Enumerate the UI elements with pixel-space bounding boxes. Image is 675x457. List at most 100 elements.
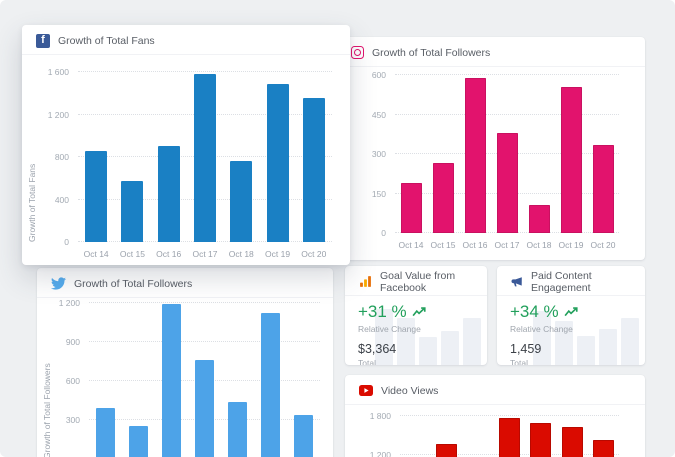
bar-slot (155, 303, 188, 457)
relative-change-value: +31 % (358, 302, 474, 322)
bar-slot (459, 75, 491, 233)
bar[interactable] (266, 83, 289, 242)
bar[interactable] (498, 417, 520, 457)
bar[interactable] (121, 181, 144, 242)
bar-slot (431, 416, 462, 457)
card-header: Goal Value from Facebook (345, 266, 487, 296)
card-goal-value[interactable]: Goal Value from Facebook +31 % Relative … (345, 266, 487, 365)
bar[interactable] (193, 74, 216, 242)
bar-slot (523, 75, 555, 233)
x-axis-tick-label: Oct 18 (526, 240, 552, 250)
card-header: Growth of Total Followers (337, 37, 645, 67)
bar[interactable] (400, 182, 422, 233)
bar[interactable] (162, 304, 181, 457)
x-axis-tick-label: Oct 20 (301, 249, 327, 259)
y-axis-tick-label: 0 (64, 237, 69, 247)
plot-area: 0 150 300 450 600 (372, 70, 619, 238)
card-title: Growth of Total Followers (372, 46, 491, 59)
bar[interactable] (261, 313, 280, 457)
bar[interactable] (230, 161, 253, 242)
total-value: $3,364 (358, 342, 397, 356)
kpi-body: +34 % Relative Change 1,459 Total (497, 296, 645, 365)
bar-slot (188, 303, 221, 457)
bar[interactable] (592, 440, 614, 457)
sparkline-bar (419, 337, 437, 365)
bar[interactable] (464, 77, 486, 233)
gridline (89, 341, 320, 342)
bar-slot (89, 303, 122, 457)
bar-slot (296, 72, 332, 242)
gridline (400, 415, 619, 416)
card-header: Growth of Total Fans (22, 25, 350, 55)
bar-slot (221, 303, 254, 457)
bar-slot (491, 75, 523, 233)
sparkline-bar (375, 309, 393, 365)
trend-up-icon (564, 307, 578, 317)
y-axis-title: Growth of Total Fans (27, 163, 37, 242)
bar[interactable] (157, 146, 180, 242)
card-header: Video Views (345, 375, 645, 405)
card-video-views[interactable]: Video Views 1 200 1 800 (345, 375, 645, 457)
bar[interactable] (496, 132, 518, 233)
x-axis: Oct 14 Oct 15 Oct 16 Oct 17 Oct 18 Oct 19 Oct … (78, 249, 332, 259)
bar[interactable] (592, 144, 614, 233)
bar[interactable] (560, 86, 582, 233)
bar[interactable] (302, 97, 325, 242)
relative-change-label: Relative Change (510, 324, 573, 334)
x-axis-tick-label: Oct 17 (494, 240, 520, 250)
sparkline-bar (621, 318, 639, 365)
card-instagram-followers[interactable]: Growth of Total Followers 0 150 300 450 600 O… (337, 37, 645, 260)
bar-slot (223, 72, 259, 242)
card-title: Paid Content Engagement (531, 269, 592, 294)
y-axis-tick-label: 0 (381, 228, 386, 238)
bar[interactable] (294, 414, 313, 457)
y-axis-tick-label: 300 (371, 149, 386, 159)
card-twitter-followers[interactable]: Growth of Total Followers 300 600 900 1 200… (37, 268, 333, 457)
bar[interactable] (530, 423, 552, 457)
bar[interactable] (96, 408, 115, 457)
bar[interactable] (129, 425, 148, 457)
card-header: Growth of Total Followers (37, 268, 333, 298)
bar[interactable] (195, 360, 214, 457)
card-paid-content-engagement[interactable]: Paid Content Engagement +34 % Relative C… (497, 266, 645, 365)
bar-series (400, 416, 619, 457)
bar-slot (463, 416, 494, 457)
bar-slot (122, 303, 155, 457)
bar[interactable] (432, 163, 454, 233)
gridline (78, 71, 332, 72)
x-axis-tick-label: Oct 15 (430, 240, 456, 250)
change-percent: +31 % (358, 302, 407, 321)
x-axis-tick-label: Oct 19 (558, 240, 584, 250)
y-axis-tick-label: 450 (371, 109, 386, 120)
bar[interactable] (436, 443, 458, 457)
total-label: Total (358, 358, 376, 365)
y-axis-tick-label: 600 (65, 376, 80, 386)
bar-slot (427, 75, 459, 233)
plot-area: 0 400 800 1 200 1 600 (48, 67, 332, 247)
y-axis-tick-label: 1 200 (369, 450, 391, 457)
bar[interactable] (85, 150, 108, 242)
sparkline-bar (555, 321, 573, 365)
plot-area: 1 200 1 800 (370, 411, 619, 457)
x-axis-tick-label: Oct 16 (462, 240, 488, 250)
card-header: Paid Content Engagement (497, 266, 645, 296)
megaphone-icon (511, 276, 523, 288)
background-sparkline (375, 309, 481, 365)
x-axis-tick-label: Oct 14 (83, 249, 109, 259)
twitter-followers-chart: 300 600 900 1 200 Growth of Total Followers (37, 298, 333, 457)
sparkline-bar (463, 318, 481, 365)
instagram-followers-chart: 0 150 300 450 600 Oct 14 Oct 15 Oct 16 Oct 17 Oct… (337, 70, 645, 250)
facebook-fans-chart: 0 400 800 1 200 1 600 Oct 14 Oct 15 Oct 16 Oct 1… (22, 67, 350, 259)
y-axis-tick-label: 600 (371, 70, 386, 80)
x-axis-tick-label: Oct 18 (228, 249, 254, 259)
bar[interactable] (528, 205, 550, 233)
bar[interactable] (228, 401, 247, 457)
plot-area: 300 600 900 1 200 (59, 298, 320, 457)
analytics-icon (359, 275, 372, 288)
y-axis-tick-label: 1 600 (47, 67, 69, 77)
x-axis-tick-label: Oct 15 (119, 249, 145, 259)
card-facebook-fans[interactable]: Growth of Total Fans 0 400 800 1 200 1 600 Oc… (22, 25, 350, 265)
twitter-icon (51, 277, 66, 290)
bar[interactable] (561, 427, 583, 457)
